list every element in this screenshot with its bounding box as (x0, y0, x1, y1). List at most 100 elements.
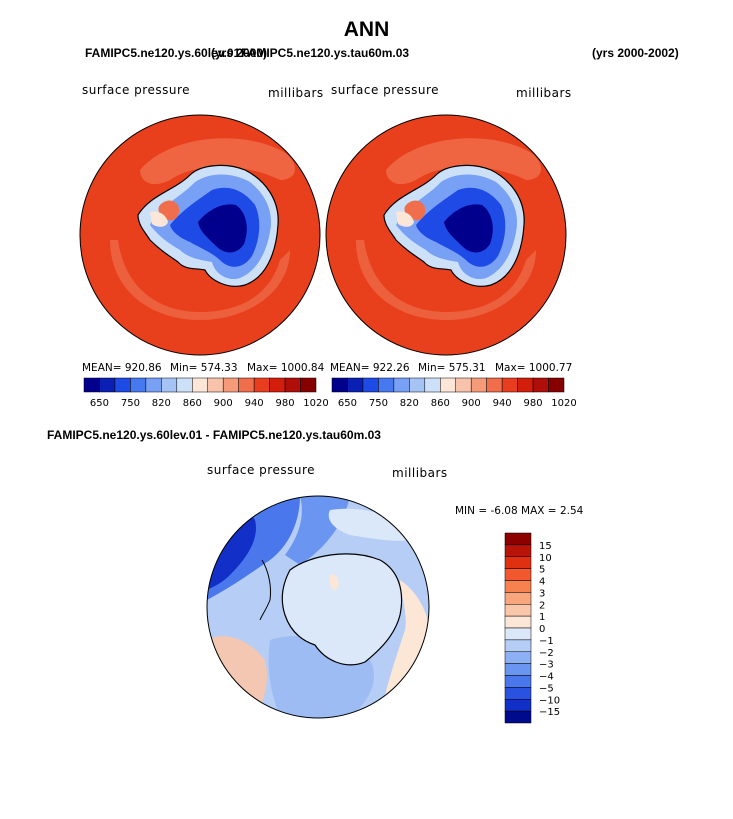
panel2-colorbar-swatch (517, 377, 534, 393)
diff-colorbar-tick-label: −3 (539, 660, 554, 671)
panel1-colorbar-swatch (114, 377, 131, 393)
panel1-max: Max= 1000.84 (247, 362, 325, 374)
panel2-colorbar-swatch (347, 377, 364, 393)
diff-colorbar-swatch (504, 627, 532, 641)
panel2-mean: MEAN= 922.26 (330, 362, 410, 374)
diff-colorbar-swatch (504, 604, 532, 617)
diff-colorbar-tick-label: −2 (539, 648, 554, 659)
diff-colorbar-swatch (504, 710, 532, 724)
diff-colorbar-tick-label: 2 (539, 600, 545, 611)
panel1-units-label: millibars (268, 86, 324, 100)
panel2-colorbar-tick-label: 940 (493, 398, 512, 409)
panel1-colorbar-swatch (145, 377, 162, 393)
panel2-colorbar-swatch (470, 377, 487, 393)
panel1-colorbar-tick-label: 650 (90, 398, 109, 409)
panel1-colorbar-swatch (238, 377, 255, 393)
diff-colorbar-swatch (504, 532, 532, 546)
diff-colorbar-tick-label: 0 (539, 624, 545, 635)
panel1-colorbar-swatch (284, 377, 301, 393)
diff-colorbar-tick-label: −10 (539, 695, 560, 706)
diff-colorbar-swatch (504, 615, 532, 629)
diff-colorbar-tick-label: 1 (539, 612, 545, 623)
right-case-name: FAMIPC5.ne120.ys.tau60m.03 (241, 46, 410, 60)
panel2-colorbar-tick-label: 900 (462, 398, 481, 409)
panel1-colorbar-swatch (83, 377, 100, 393)
diff-colorbar-tick-label: −15 (539, 707, 560, 718)
panel2-colorbar-tick-label: 650 (338, 398, 357, 409)
panel1-colorbar-swatch (192, 377, 208, 393)
diff-colorbar-tick-label: 15 (539, 541, 552, 552)
panel1-colorbar-swatch (99, 377, 116, 393)
panel1-colorbar-tick-label: 940 (245, 398, 264, 409)
panel1-colorbar-swatch (130, 377, 147, 393)
panel2-colorbar-swatch (532, 377, 549, 393)
figure-title: ANN (343, 18, 390, 41)
diff-colorbar-swatch (504, 580, 532, 593)
panel1-colorbar-swatch (161, 377, 178, 393)
diff-colorbar-swatch (504, 651, 532, 664)
right-years: (yrs 2000-2002) (592, 46, 679, 60)
panel1-colorbar-swatch (300, 377, 317, 393)
left-case-name: FAMIPC5.ne120.ys.60lev.01 (85, 46, 241, 60)
panel2-max: Max= 1000.77 (495, 362, 573, 374)
panel1-colorbar-swatch (253, 377, 270, 393)
panel2-colorbar-swatch (501, 377, 518, 393)
panel2-colorbar-swatch (362, 377, 379, 393)
panel2-colorbar-swatch (548, 377, 565, 393)
diff-colorbar-tick-label: 10 (539, 553, 552, 564)
panel2-colorbar-swatch (378, 377, 395, 393)
panel2-colorbar: 650 750 820 860 900 940 980 1020 (331, 377, 577, 409)
panel1-colorbar-swatch (269, 377, 286, 393)
panel1-colorbar-tick-label: 980 (276, 398, 295, 409)
panel2-colorbar-swatch (409, 377, 426, 393)
diff-colorbar-tick-label: −4 (539, 672, 554, 683)
panel1-mean: MEAN= 920.86 (82, 362, 162, 374)
panel2-colorbar-swatch (440, 377, 456, 393)
diff-colorbar-swatch (504, 699, 532, 712)
panel1-colorbar-swatch (222, 377, 239, 393)
panel2-colorbar-swatch (455, 377, 472, 393)
panel2-field (326, 115, 566, 355)
panel1-colorbar-tick-label: 1020 (303, 398, 328, 409)
panel2-colorbar-tick-label: 860 (431, 398, 450, 409)
diff-title: FAMIPC5.ne120.ys.60lev.01 - FAMIPC5.ne12… (47, 428, 381, 442)
panel2-colorbar-swatch (331, 377, 348, 393)
panel2-colorbar-tick-label: 980 (524, 398, 543, 409)
panel2-colorbar-swatch (393, 377, 410, 393)
diff-colorbar-swatch (504, 663, 532, 676)
diff-colorbar-tick-label: 4 (539, 577, 545, 588)
panel1-colorbar-tick-label: 860 (183, 398, 202, 409)
left-years: (yrs 2000) (211, 46, 268, 60)
panel1-field (80, 115, 320, 355)
diff-colorbar-tick-label: −1 (539, 636, 554, 647)
diff-colorbar-swatch (504, 544, 532, 557)
diff-units-label: millibars (392, 466, 448, 480)
panel2-colorbar-tick-label: 750 (369, 398, 388, 409)
panel2-colorbar-swatch (424, 377, 441, 393)
panel2-colorbar-tick-label: 1020 (551, 398, 576, 409)
diff-colorbar-tick-label: 5 (539, 565, 545, 576)
panel1-colorbar-tick-label: 900 (214, 398, 233, 409)
panel1-colorbar-tick-label: 820 (152, 398, 171, 409)
panel2-colorbar-tick-label: 820 (400, 398, 419, 409)
panel1-colorbar-tick-label: 750 (121, 398, 140, 409)
panel2-colorbar-swatch (486, 377, 503, 393)
panel1-colorbar-swatch (207, 377, 224, 393)
diff-colorbar-swatch (504, 687, 532, 700)
diff-colorbar-swatch (504, 568, 532, 581)
diff-colorbar-swatch (504, 556, 532, 569)
diff-colorbar-swatch (504, 675, 532, 688)
panel1-colorbar: 650 750 820 860 900 940 980 1020 (83, 377, 329, 409)
diff-colorbar-tick-label: 3 (539, 588, 545, 599)
diff-colorbar-swatch (504, 639, 532, 652)
panel2-field-label: surface pressure (331, 83, 439, 97)
panel2-min: Min= 575.31 (418, 362, 486, 374)
panel1-min: Min= 574.33 (170, 362, 238, 374)
panel1-field-label: surface pressure (82, 83, 190, 97)
diff-minmax: MIN = -6.08 MAX = 2.54 (455, 505, 584, 517)
panel2-units-label: millibars (516, 86, 572, 100)
diff-colorbar-swatch (504, 592, 532, 605)
panel1-colorbar-swatch (176, 377, 193, 393)
diff-colorbar-tick-label: −5 (539, 683, 554, 694)
